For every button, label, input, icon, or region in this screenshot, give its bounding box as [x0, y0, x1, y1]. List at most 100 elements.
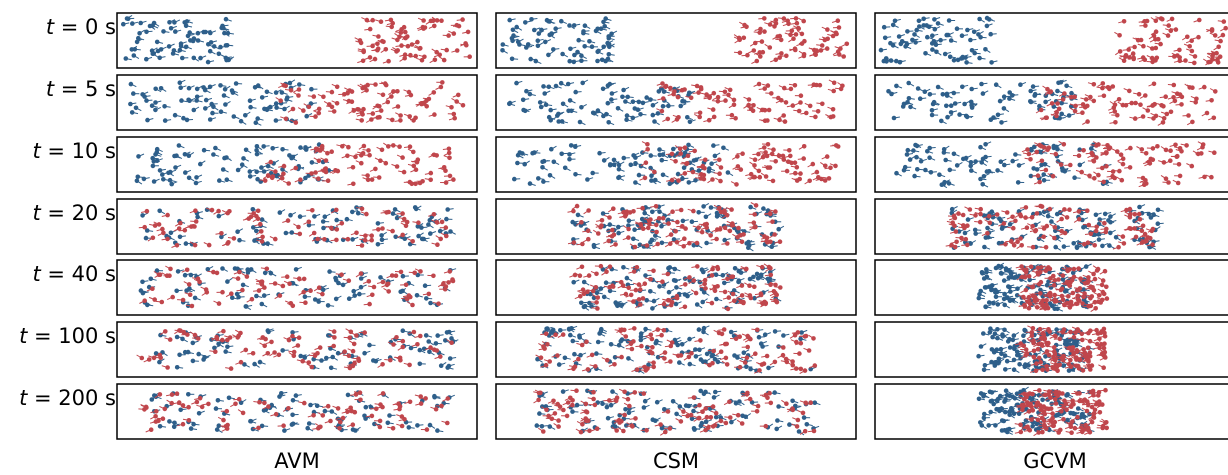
agent-heading — [399, 57, 405, 62]
agent-heading — [756, 51, 763, 55]
agent-heading — [225, 56, 232, 59]
agent — [173, 29, 178, 34]
agent-heading — [266, 91, 273, 95]
agent-heading — [758, 17, 765, 20]
agent — [432, 57, 438, 63]
agent-heading — [203, 86, 210, 90]
panel-avm-t5 — [116, 74, 478, 131]
agent-heading — [448, 30, 455, 35]
agent-heading — [707, 107, 714, 111]
agent-heading — [401, 297, 408, 300]
agent — [421, 18, 426, 23]
agent-heading — [1004, 279, 1011, 282]
agent-heading — [816, 102, 823, 105]
agent-heading — [932, 33, 939, 37]
agent-heading — [573, 60, 580, 63]
agent-heading — [905, 45, 912, 50]
agent-heading — [703, 119, 710, 123]
agent-heading — [176, 289, 183, 292]
agent-heading — [1014, 238, 1021, 240]
agent-heading — [569, 99, 576, 104]
agent-heading — [310, 102, 317, 105]
agent-heading — [174, 114, 182, 117]
agent-heading — [1165, 28, 1171, 32]
agent — [129, 110, 135, 115]
agent-heading — [152, 25, 159, 29]
agent-heading — [546, 104, 553, 106]
agent-heading — [511, 36, 518, 39]
agent-heading — [1052, 93, 1059, 97]
agent-heading — [123, 22, 130, 25]
agent-heading — [200, 55, 207, 59]
agent-heading — [1203, 58, 1209, 63]
agent-heading — [906, 42, 914, 45]
agent-heading — [689, 119, 696, 123]
agent — [434, 220, 440, 225]
agent-heading — [232, 92, 239, 96]
panel-gcvm-t0 — [874, 12, 1228, 69]
agent-heading — [753, 83, 760, 87]
agent-heading — [346, 101, 353, 105]
agent-heading — [974, 52, 981, 55]
agent-heading — [570, 46, 577, 50]
agent-heading — [360, 89, 367, 94]
agent-heading — [827, 88, 834, 92]
agent-heading — [605, 18, 612, 21]
agent-heading — [611, 30, 618, 35]
agent-heading — [223, 27, 230, 31]
agent-heading — [135, 107, 142, 112]
agent-heading — [679, 89, 685, 93]
agent-heading — [355, 40, 362, 44]
agent-heading — [357, 84, 363, 89]
agent-heading — [934, 17, 941, 20]
agent-heading — [1175, 103, 1182, 106]
agent-heading — [155, 300, 162, 303]
row-label-t20: t = 20 s — [32, 201, 116, 225]
row-label-t10: t = 10 s — [32, 139, 116, 163]
agent-heading — [695, 84, 702, 88]
agent-heading — [784, 32, 791, 36]
agent-heading — [293, 91, 299, 96]
agent-heading — [170, 25, 177, 29]
agent-heading — [1213, 46, 1219, 51]
agent-heading — [146, 56, 153, 60]
agent — [301, 108, 306, 113]
agent-heading — [315, 298, 322, 300]
agent-heading — [276, 107, 283, 110]
agent-heading — [608, 43, 615, 48]
agent-heading — [827, 115, 834, 118]
agent-heading — [418, 102, 425, 105]
agent — [422, 100, 427, 106]
agent — [408, 52, 413, 58]
agent-heading — [892, 24, 899, 28]
agent-heading — [300, 215, 307, 218]
agent-heading — [827, 33, 834, 37]
agent-heading — [435, 86, 442, 90]
agent-heading — [451, 50, 458, 53]
agent-heading — [222, 24, 229, 27]
panel-avm-t40 — [116, 259, 478, 316]
agent-heading — [394, 31, 401, 34]
agent-heading — [155, 106, 162, 111]
agent-heading — [421, 103, 427, 107]
panel-frame — [874, 198, 1228, 255]
agent-heading — [325, 91, 332, 93]
agent-heading — [1064, 170, 1071, 172]
agent-heading — [608, 37, 615, 41]
agent-heading — [1118, 57, 1125, 62]
agent — [696, 90, 701, 95]
agent-heading — [770, 59, 776, 63]
agent — [1083, 264, 1089, 269]
agent-heading — [174, 19, 181, 23]
panel-csm-t20 — [495, 198, 857, 255]
agent-heading — [1162, 32, 1169, 37]
agent-heading — [1057, 98, 1064, 101]
agent-heading — [209, 50, 216, 55]
agent-heading — [927, 36, 934, 40]
agent-heading — [558, 111, 565, 115]
row-label-t40: t = 40 s — [32, 262, 116, 286]
agent — [1160, 120, 1166, 125]
agent-heading — [961, 34, 969, 37]
agent-heading — [1205, 61, 1211, 66]
agent-heading — [989, 18, 996, 22]
